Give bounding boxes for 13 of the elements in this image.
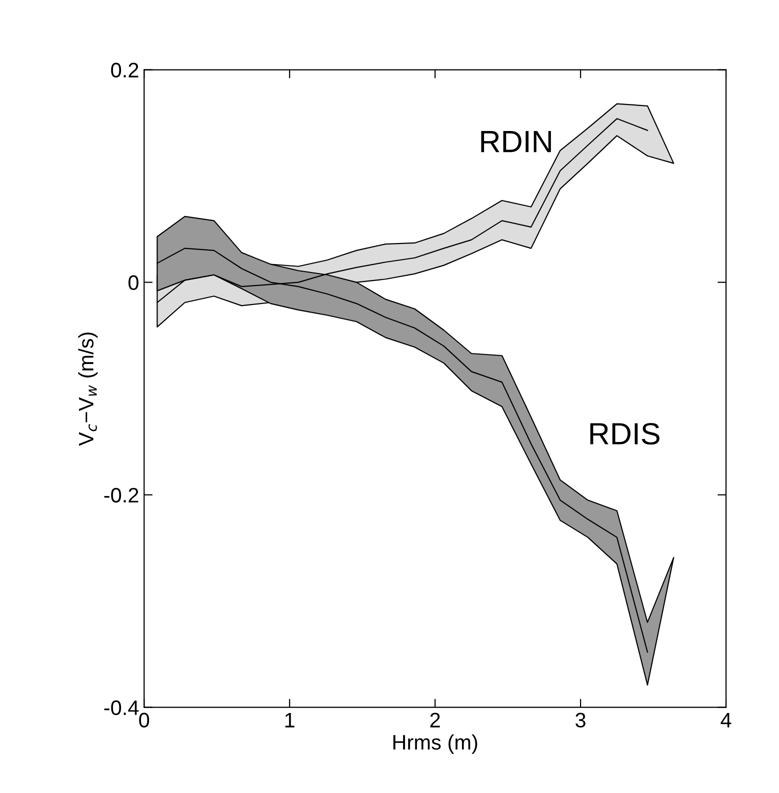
series-label: RDIS: [590, 422, 660, 445]
x-tick-label: 2: [430, 712, 440, 728]
y-tick-label: 0.2: [111, 62, 138, 78]
x-axis-title: Hrms (m): [393, 734, 478, 754]
y-tick-label: 0: [128, 275, 138, 290]
x-tick-label: 0: [139, 712, 150, 728]
x-tick-label: 4: [720, 712, 732, 728]
x-tick-label: 3: [576, 712, 586, 728]
series-label: RDIN: [481, 131, 551, 152]
y-tick-label: -0.4: [104, 700, 139, 716]
y-tick-label: -0.2: [104, 488, 138, 503]
x-tick-label: 1: [285, 712, 294, 728]
y-axis-title: V$_{c}$−V$_{w}$ (m/s): [78, 332, 98, 446]
